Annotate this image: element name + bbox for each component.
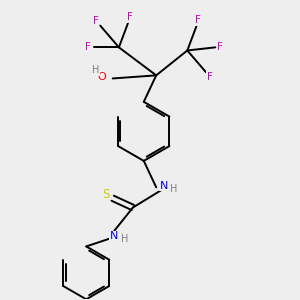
Text: H: H (122, 234, 129, 244)
Text: H: H (92, 65, 99, 75)
Text: F: F (217, 42, 223, 52)
Text: O: O (98, 72, 106, 82)
Text: F: F (127, 12, 133, 22)
Text: F: F (195, 15, 201, 25)
Text: N: N (160, 181, 168, 191)
Text: F: F (85, 42, 91, 52)
Text: N: N (110, 232, 118, 242)
Text: H: H (169, 184, 177, 194)
Text: S: S (102, 188, 110, 201)
Text: F: F (93, 16, 98, 26)
Text: F: F (207, 72, 213, 82)
